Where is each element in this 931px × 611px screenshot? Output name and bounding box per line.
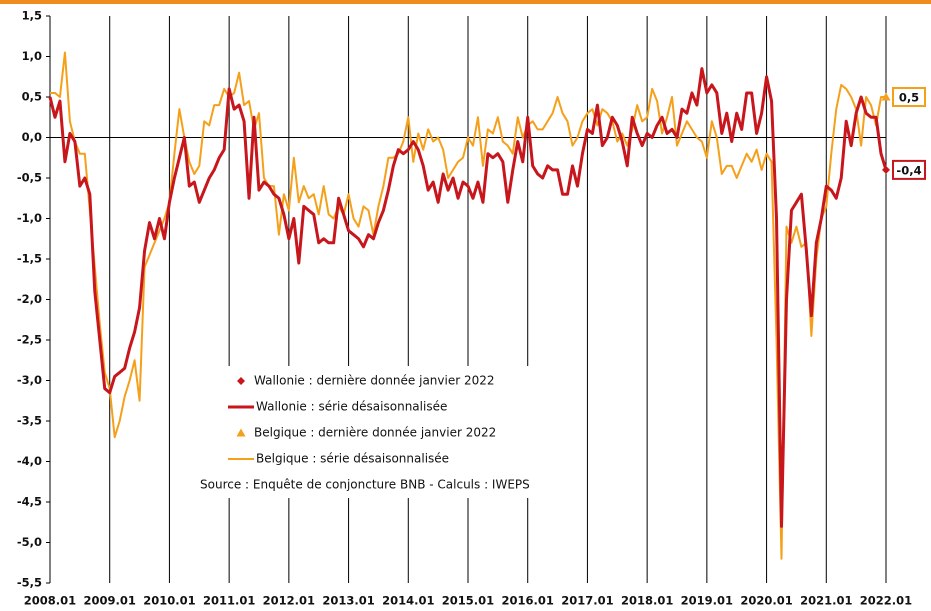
x-tick-label: 2011.01 — [203, 594, 255, 608]
x-tick-label: 2018.01 — [621, 594, 673, 608]
y-tick-label: -4,5 — [17, 495, 42, 509]
series-line — [50, 51, 886, 560]
y-tick-label: -0,5 — [17, 171, 42, 185]
y-tick-label: -5,5 — [17, 576, 42, 590]
x-tick-label: 2020.01 — [740, 594, 792, 608]
y-tick-label: 1,5 — [22, 9, 42, 23]
value-label: 0,5 — [899, 91, 919, 105]
y-tick-label: -4,0 — [17, 454, 42, 468]
marker — [882, 165, 890, 174]
x-tick-label: 2017.01 — [561, 594, 613, 608]
y-tick-label: -1,0 — [17, 211, 42, 225]
legend-marker — [237, 377, 245, 385]
x-tick-label: 2008.01 — [24, 594, 76, 608]
x-tick-label: 2013.01 — [322, 594, 374, 608]
x-tick-label: 2010.01 — [143, 594, 195, 608]
legend-label: Wallonie : dernière donnée janvier 2022 — [254, 374, 495, 388]
source-note: Source : Enquête de conjoncture BNB - Ca… — [200, 478, 530, 492]
legend-background — [200, 366, 552, 498]
y-tick-label: -2,0 — [17, 292, 42, 306]
x-tick-label: 2022.01 — [860, 594, 912, 608]
x-tick-label: 2015.01 — [442, 594, 494, 608]
x-tick-label: 2014.01 — [382, 594, 434, 608]
y-tick-label: -5,0 — [17, 535, 42, 549]
legend-label: Wallonie : série désaisonnalisée — [256, 400, 447, 414]
y-tick-label: -3,0 — [17, 373, 42, 387]
value-label-box — [892, 159, 926, 180]
y-tick-label: 0,5 — [22, 90, 42, 104]
marker — [881, 92, 891, 101]
top-band — [0, 0, 931, 4]
x-tick-label: 2016.01 — [502, 594, 554, 608]
x-tick-label: 2021.01 — [800, 594, 852, 608]
value-label-box — [892, 87, 926, 107]
y-tick-label: -1,5 — [17, 252, 42, 266]
value-label: -0,4 — [896, 163, 921, 177]
legend-label: Belgique : dernière donnée janvier 2022 — [254, 426, 496, 440]
y-tick-label: 0,0 — [22, 130, 42, 144]
legend-marker — [236, 428, 246, 437]
y-tick-label: 1,0 — [22, 49, 42, 63]
x-tick-label: 2009.01 — [84, 594, 136, 608]
legend-label: Belgique : série désaisonnalisée — [256, 452, 449, 466]
x-tick-label: 2019.01 — [681, 594, 733, 608]
x-tick-label: 2012.01 — [263, 594, 315, 608]
series-line — [48, 67, 888, 528]
y-tick-label: -3,5 — [17, 414, 42, 428]
y-tick-label: -2,5 — [17, 333, 42, 347]
